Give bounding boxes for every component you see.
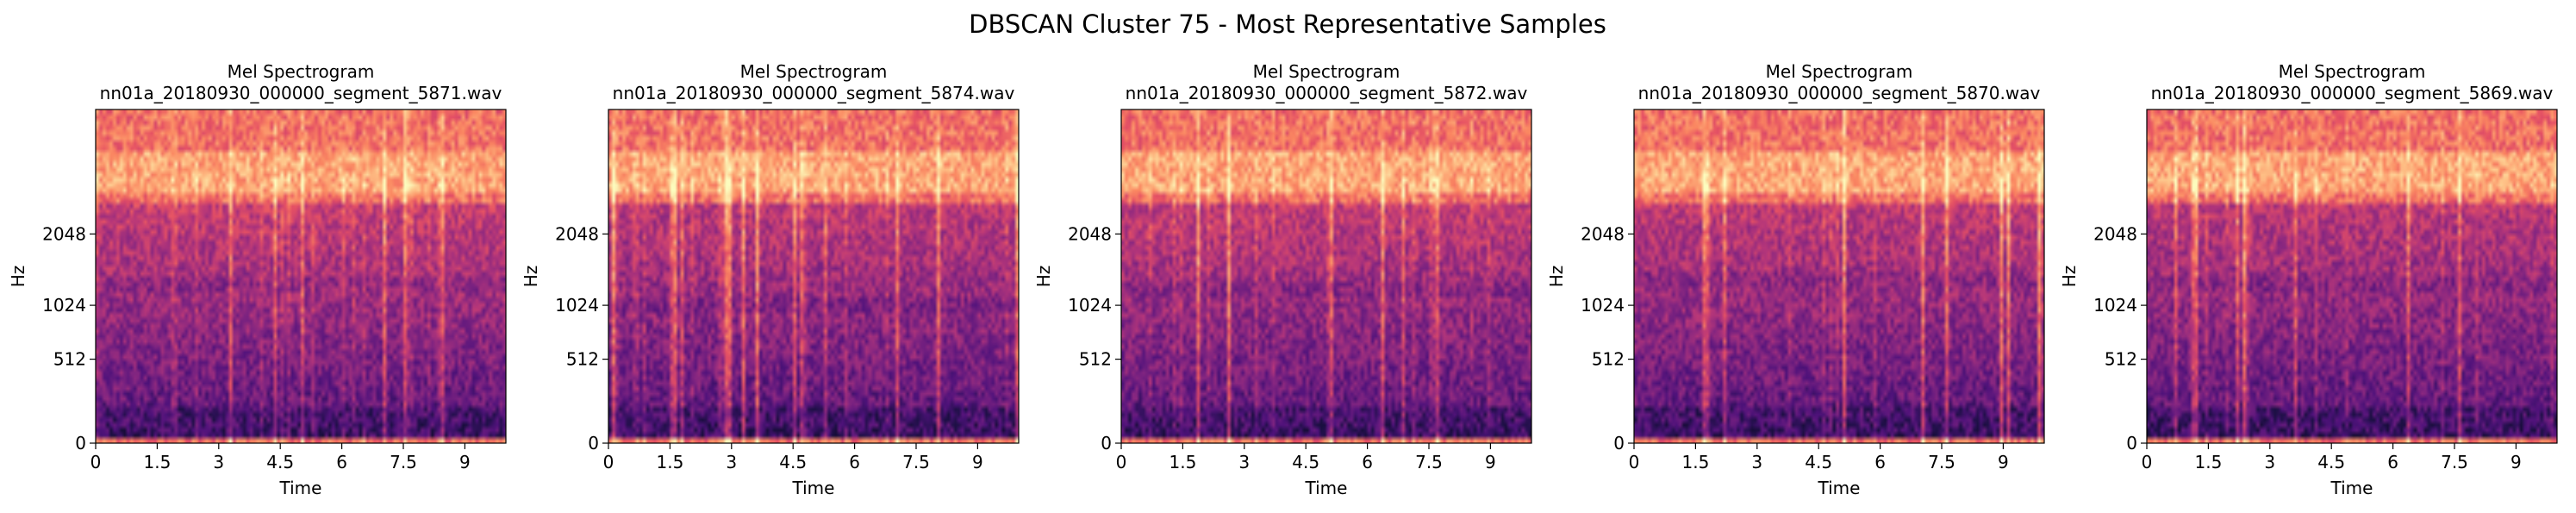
y-tick-label: 1024 bbox=[555, 295, 599, 316]
x-tick-label: 0 bbox=[90, 452, 102, 472]
x-tick-label: 6 bbox=[1874, 452, 1886, 472]
x-tick-label: 6 bbox=[1362, 452, 1373, 472]
x-tick-label: 3 bbox=[1751, 452, 1762, 472]
y-axis-label: Hz bbox=[2059, 266, 2080, 288]
panel-title: Mel Spectrogram bbox=[1766, 61, 1913, 82]
spectrogram-heatmap bbox=[608, 109, 1019, 443]
y-axis-label: Hz bbox=[1033, 266, 1054, 288]
x-tick-label: 6 bbox=[336, 452, 347, 472]
spectrogram-panel-1: Mel Spectrogramnn01a_20180930_000000_seg… bbox=[8, 61, 507, 498]
x-tick-label: 6 bbox=[2387, 452, 2398, 472]
y-tick-label: 2048 bbox=[1581, 223, 1625, 244]
x-tick-label: 4.5 bbox=[2317, 452, 2345, 472]
panel-title: Mel Spectrogram bbox=[740, 61, 888, 82]
y-tick-label: 0 bbox=[1613, 433, 1625, 454]
y-tick-label: 512 bbox=[53, 349, 86, 370]
x-tick-label: 0 bbox=[1116, 452, 1127, 472]
x-tick-label: 3 bbox=[1238, 452, 1250, 472]
y-tick-label: 2048 bbox=[555, 223, 599, 244]
spectrogram-heatmap bbox=[1121, 109, 1531, 443]
x-tick-label: 7.5 bbox=[2441, 452, 2468, 472]
x-tick-label: 9 bbox=[1485, 452, 1496, 472]
panel-subtitle: nn01a_20180930_000000_segment_5872.wav bbox=[1126, 83, 1528, 103]
x-tick-label: 9 bbox=[1998, 452, 2009, 472]
panel-subtitle: nn01a_20180930_000000_segment_5870.wav bbox=[1638, 83, 2041, 103]
spectrogram-heatmap bbox=[2147, 109, 2557, 443]
x-tick-label: 4.5 bbox=[1805, 452, 1832, 472]
axes-frame bbox=[1120, 109, 1532, 444]
spectrogram-panel-4: Mel Spectrogramnn01a_20180930_000000_seg… bbox=[1546, 61, 2045, 498]
x-axis-label: Time bbox=[792, 478, 835, 498]
axes-frame bbox=[95, 109, 507, 444]
x-tick-label: 3 bbox=[2264, 452, 2275, 472]
figure-title: DBSCAN Cluster 75 - Most Representative … bbox=[969, 9, 1606, 39]
x-tick-label: 0 bbox=[603, 452, 614, 472]
panel-subtitle: nn01a_20180930_000000_segment_5874.wav bbox=[613, 83, 1015, 103]
y-tick-label: 2048 bbox=[1068, 223, 1112, 244]
spectrogram-heatmap bbox=[96, 109, 506, 443]
y-tick-label: 2048 bbox=[42, 223, 86, 244]
y-axis-label: Hz bbox=[1546, 266, 1567, 288]
x-tick-label: 7.5 bbox=[902, 452, 930, 472]
panel-subtitle: nn01a_20180930_000000_segment_5869.wav bbox=[2151, 83, 2554, 103]
y-axis-label: Hz bbox=[521, 266, 541, 288]
x-tick-label: 7.5 bbox=[1928, 452, 1955, 472]
x-tick-label: 7.5 bbox=[1415, 452, 1443, 472]
x-tick-label: 7.5 bbox=[390, 452, 417, 472]
x-tick-label: 4.5 bbox=[779, 452, 807, 472]
y-tick-label: 1024 bbox=[1581, 295, 1625, 316]
spectrogram-panel-5: Mel Spectrogramnn01a_20180930_000000_seg… bbox=[2059, 61, 2558, 498]
y-tick-label: 0 bbox=[2126, 433, 2137, 454]
spectrogram-panel-3: Mel Spectrogramnn01a_20180930_000000_seg… bbox=[1033, 61, 1532, 498]
x-tick-label: 9 bbox=[972, 452, 983, 472]
y-tick-label: 1024 bbox=[42, 295, 86, 316]
x-tick-label: 1.5 bbox=[1169, 452, 1196, 472]
x-axis-label: Time bbox=[1818, 478, 1861, 498]
panel-subtitle: nn01a_20180930_000000_segment_5871.wav bbox=[100, 83, 502, 103]
x-tick-label: 0 bbox=[1629, 452, 1640, 472]
x-tick-label: 1.5 bbox=[656, 452, 683, 472]
axes-frame bbox=[1633, 109, 2045, 444]
x-tick-label: 1.5 bbox=[143, 452, 171, 472]
x-tick-label: 4.5 bbox=[266, 452, 294, 472]
x-axis-label: Time bbox=[2330, 478, 2373, 498]
y-tick-label: 0 bbox=[1101, 433, 1112, 454]
x-axis-label: Time bbox=[1305, 478, 1348, 498]
x-tick-label: 9 bbox=[2511, 452, 2522, 472]
y-tick-label: 0 bbox=[588, 433, 599, 454]
x-tick-label: 1.5 bbox=[1681, 452, 1709, 472]
panel-title: Mel Spectrogram bbox=[2279, 61, 2426, 82]
y-tick-label: 1024 bbox=[2093, 295, 2137, 316]
panel-title: Mel Spectrogram bbox=[1253, 61, 1400, 82]
y-tick-label: 1024 bbox=[1068, 295, 1112, 316]
x-tick-label: 0 bbox=[2142, 452, 2153, 472]
x-tick-label: 9 bbox=[459, 452, 471, 472]
y-axis-label: Hz bbox=[8, 266, 28, 288]
spectrogram-panel-2: Mel Spectrogramnn01a_20180930_000000_seg… bbox=[521, 61, 1020, 498]
x-tick-label: 3 bbox=[213, 452, 224, 472]
x-tick-label: 3 bbox=[726, 452, 737, 472]
x-tick-label: 4.5 bbox=[1292, 452, 1319, 472]
y-tick-label: 512 bbox=[2105, 349, 2137, 370]
x-tick-label: 1.5 bbox=[2194, 452, 2222, 472]
y-tick-label: 2048 bbox=[2093, 223, 2137, 244]
x-tick-label: 6 bbox=[849, 452, 860, 472]
y-tick-label: 512 bbox=[1592, 349, 1625, 370]
y-tick-label: 512 bbox=[566, 349, 599, 370]
x-axis-label: Time bbox=[279, 478, 322, 498]
axes-frame bbox=[608, 109, 1020, 444]
panels-container: Mel Spectrogramnn01a_20180930_000000_seg… bbox=[8, 61, 2558, 498]
axes-frame bbox=[2146, 109, 2558, 444]
y-tick-label: 512 bbox=[1079, 349, 1112, 370]
spectrogram-heatmap bbox=[1634, 109, 2044, 443]
y-tick-label: 0 bbox=[75, 433, 86, 454]
panel-title: Mel Spectrogram bbox=[228, 61, 375, 82]
